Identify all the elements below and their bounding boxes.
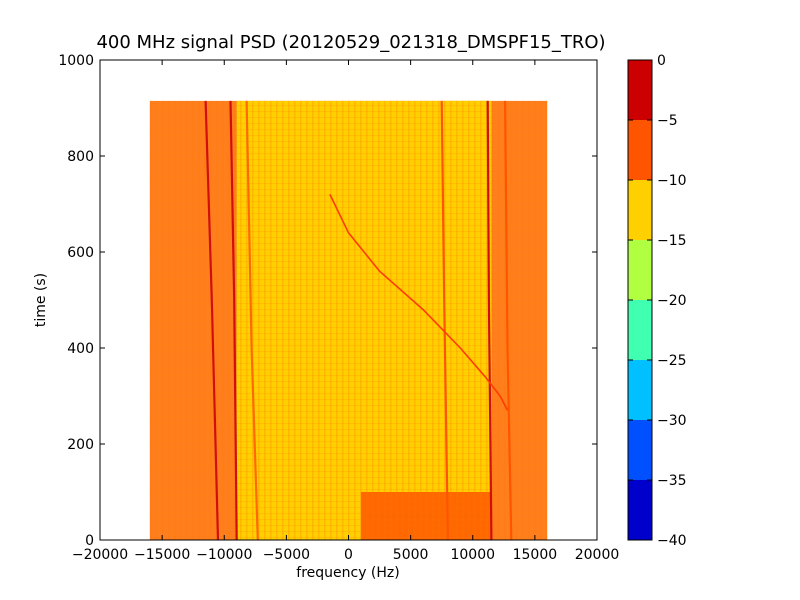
colorbar-tick-label: −35 — [657, 473, 687, 489]
colorbar-band — [628, 60, 652, 120]
y-tick-label: 0 — [85, 533, 94, 549]
x-tick-label: 15000 — [513, 547, 558, 563]
x-tick-label: 5000 — [393, 547, 429, 563]
colorbar-tick-label: −25 — [657, 353, 687, 369]
y-tick-label: 1000 — [58, 53, 94, 69]
colorbar-tick-label: 0 — [657, 53, 666, 69]
line-carrier-left-1 — [204, 100, 220, 541]
colorbar: −40 −35 −30 −25 −20 −15 −10 −5 0 — [627, 53, 687, 549]
colorbar-band — [628, 240, 652, 300]
line-doppler-sweep — [329, 194, 509, 411]
colorbar-tick-label: −20 — [657, 293, 687, 309]
line-carrier-mid — [440, 100, 449, 541]
colorbar-tick-label: −15 — [657, 233, 687, 249]
x-tick-label: 0 — [344, 547, 353, 563]
colorbar-band — [628, 120, 652, 180]
plot-area: −20000 −15000 −10000 −5000 0 5000 10000 15000 20… — [58, 53, 619, 563]
y-tick-label: 600 — [67, 245, 94, 261]
y-tick-label: 800 — [67, 149, 94, 165]
x-tick-label: 20000 — [575, 547, 620, 563]
chart-title: 400 MHz signal PSD (20120529_021318_DMSP… — [96, 32, 605, 53]
x-tick-label: −5000 — [263, 547, 310, 563]
y-tick-label: 200 — [67, 437, 94, 453]
y-axis-label: time (s) — [33, 273, 49, 327]
heatmap-layer — [149, 100, 548, 541]
x-tick-label: 10000 — [450, 547, 495, 563]
line-layer — [204, 100, 513, 541]
line-carrier-left-3 — [245, 100, 259, 541]
line-carrier-right-2 — [504, 100, 513, 541]
line-carrier-left-2 — [229, 100, 238, 541]
colorbar-band — [628, 300, 652, 360]
colorbar-band — [628, 180, 652, 240]
colorbar-tick-label: −30 — [657, 413, 687, 429]
y-tick-label: 400 — [67, 341, 94, 357]
colorbar-band — [628, 480, 652, 540]
colorbar-band — [628, 420, 652, 480]
line-carrier-right-1 — [486, 100, 493, 541]
x-axis-label: frequency (Hz) — [296, 565, 399, 581]
x-tick-label: −15000 — [134, 547, 190, 563]
x-tick-label: −20000 — [72, 547, 128, 563]
colorbar-tick-label: −10 — [657, 173, 687, 189]
colorbar-band — [628, 360, 652, 420]
colorbar-tick-label: −5 — [657, 113, 678, 129]
colorbar-tick-label: −40 — [657, 533, 687, 549]
y-axis-ticks: 0 200 400 600 800 1000 — [58, 53, 597, 549]
x-axis-ticks: −20000 −15000 −10000 −5000 0 5000 10000 15000 20… — [72, 60, 619, 563]
x-tick-label: −10000 — [196, 547, 252, 563]
